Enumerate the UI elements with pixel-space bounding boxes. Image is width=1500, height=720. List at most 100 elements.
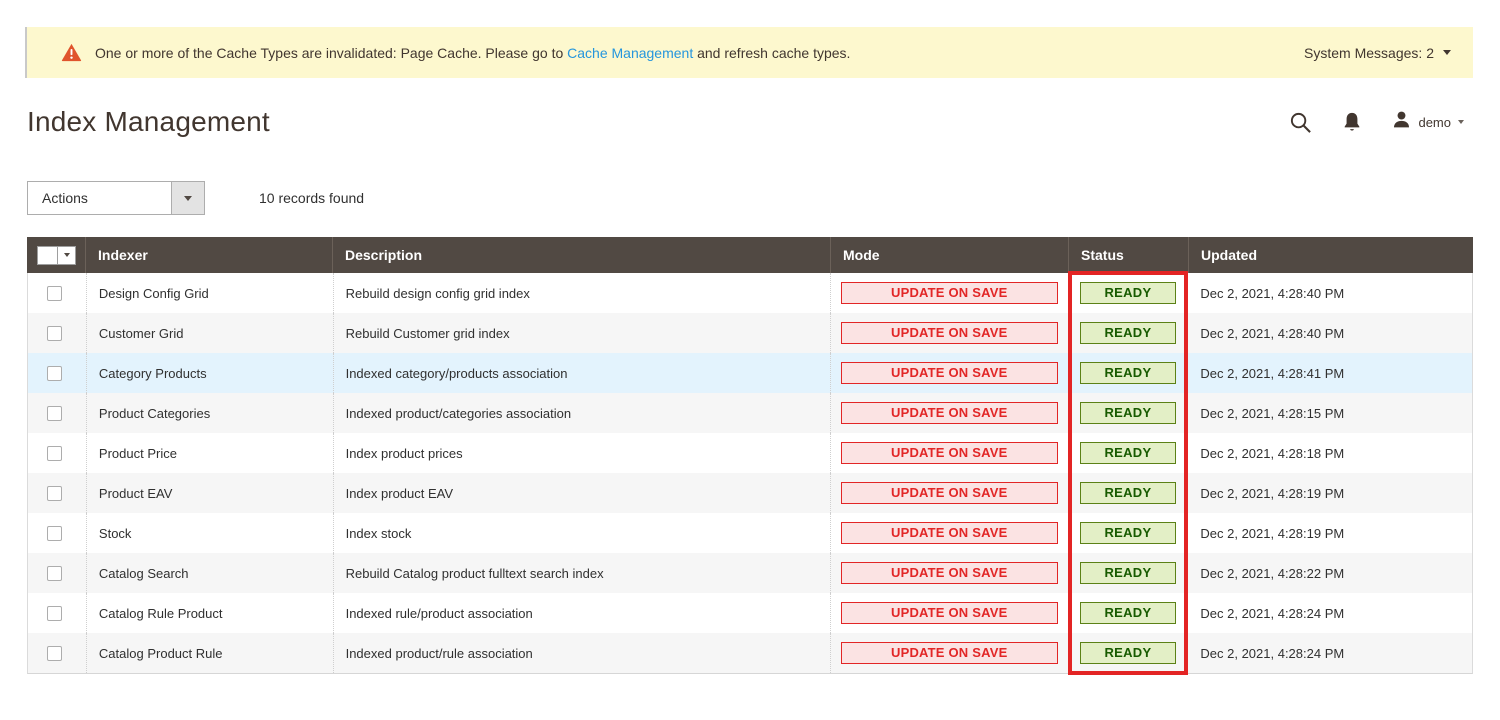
header-actions: demo	[1289, 110, 1464, 134]
system-messages-label: System Messages: 2	[1304, 44, 1434, 61]
description-cell: Indexed category/products association	[332, 353, 830, 393]
table-row: Design Config Grid Rebuild design config…	[28, 273, 1472, 313]
table-row: Customer Grid Rebuild Customer grid inde…	[28, 313, 1472, 353]
status-cell: READY	[1067, 473, 1188, 513]
row-select-cell	[28, 433, 86, 473]
status-badge: READY	[1079, 322, 1176, 344]
row-checkbox[interactable]	[47, 605, 62, 621]
updated-cell: Dec 2, 2021, 4:28:24 PM	[1187, 593, 1472, 633]
system-messages-bar: One or more of the Cache Types are inval…	[25, 27, 1473, 78]
table-row: Category Products Indexed category/produ…	[28, 353, 1472, 393]
table-row: Product EAV Index product EAV UPDATE ON …	[28, 473, 1472, 513]
mode-cell: UPDATE ON SAVE	[829, 513, 1068, 553]
table-row: Product Price Index product prices UPDAT…	[28, 433, 1472, 473]
row-select-cell	[28, 393, 86, 433]
header-cell-description[interactable]: Description	[332, 237, 830, 273]
mode-badge: UPDATE ON SAVE	[840, 522, 1058, 544]
status-badge: READY	[1079, 362, 1176, 384]
indexer-cell: Product Categories	[85, 393, 333, 433]
system-messages-toggle[interactable]: System Messages: 2	[1304, 45, 1451, 61]
table-row: Stock Index stock UPDATE ON SAVE READY D…	[28, 513, 1472, 553]
table-body: Design Config Grid Rebuild design config…	[27, 273, 1473, 674]
status-cell: READY	[1067, 593, 1188, 633]
search-icon[interactable]	[1289, 111, 1312, 134]
description-cell: Index product EAV	[332, 473, 830, 513]
page-title: Index Management	[27, 106, 270, 137]
user-menu[interactable]: demo	[1392, 110, 1464, 134]
row-checkbox[interactable]	[47, 405, 62, 421]
row-checkbox[interactable]	[47, 445, 62, 461]
mode-badge: UPDATE ON SAVE	[840, 562, 1058, 584]
person-icon	[1392, 110, 1411, 134]
row-select-cell	[28, 513, 86, 553]
description-cell: Index product prices	[332, 433, 830, 473]
mode-cell: UPDATE ON SAVE	[829, 393, 1068, 433]
indexer-cell: Category Products	[85, 353, 333, 393]
row-checkbox[interactable]	[47, 325, 62, 341]
records-count: 10 records found	[259, 190, 365, 206]
select-all-dropdown[interactable]	[37, 245, 76, 265]
row-checkbox[interactable]	[47, 485, 62, 501]
status-cell: READY	[1067, 513, 1188, 553]
table-row: Product Categories Indexed product/categ…	[28, 393, 1472, 433]
header-cell-updated[interactable]: Updated	[1188, 237, 1473, 273]
status-cell: READY	[1067, 273, 1188, 313]
mode-cell: UPDATE ON SAVE	[829, 273, 1068, 313]
mode-cell: UPDATE ON SAVE	[829, 353, 1068, 393]
mode-cell: UPDATE ON SAVE	[829, 473, 1068, 513]
table-header-row: Indexer Description Mode Status Updated	[27, 237, 1473, 273]
row-checkbox[interactable]	[47, 365, 62, 381]
mode-cell: UPDATE ON SAVE	[829, 433, 1068, 473]
status-badge: READY	[1079, 562, 1176, 584]
header-cell-mode[interactable]: Mode	[830, 237, 1068, 273]
description-cell: Rebuild Catalog product fulltext search …	[332, 553, 830, 593]
status-cell: READY	[1067, 313, 1188, 353]
indexer-cell: Catalog Search	[85, 553, 333, 593]
indexer-cell: Design Config Grid	[85, 273, 333, 313]
row-checkbox[interactable]	[47, 285, 62, 301]
indexer-cell: Product Price	[85, 433, 333, 473]
mode-badge: UPDATE ON SAVE	[840, 322, 1058, 344]
row-select-cell	[28, 593, 86, 633]
indexer-cell: Catalog Product Rule	[85, 633, 333, 673]
updated-cell: Dec 2, 2021, 4:28:19 PM	[1187, 513, 1472, 553]
table-row: Catalog Search Rebuild Catalog product f…	[28, 553, 1472, 593]
row-checkbox[interactable]	[47, 565, 62, 581]
actions-dropdown-button[interactable]	[171, 182, 204, 214]
grid-toolbar: Actions 10 records found	[27, 181, 364, 215]
chevron-down-icon	[184, 195, 192, 201]
updated-cell: Dec 2, 2021, 4:28:40 PM	[1187, 313, 1472, 353]
row-checkbox[interactable]	[47, 645, 62, 661]
chevron-down-icon	[1458, 120, 1464, 124]
status-badge: READY	[1079, 282, 1176, 304]
row-select-cell	[28, 353, 86, 393]
message-text-before: One or more of the Cache Types are inval…	[95, 44, 568, 61]
mode-badge: UPDATE ON SAVE	[840, 402, 1058, 424]
mode-badge: UPDATE ON SAVE	[840, 362, 1058, 384]
indexers-table: Indexer Description Mode Status Updated …	[27, 237, 1473, 674]
updated-cell: Dec 2, 2021, 4:28:15 PM	[1187, 393, 1472, 433]
chevron-down-icon	[1443, 50, 1451, 55]
actions-dropdown[interactable]: Actions	[27, 181, 205, 215]
row-checkbox[interactable]	[47, 525, 62, 541]
status-badge: READY	[1079, 402, 1176, 424]
cache-management-link[interactable]: Cache Management	[567, 44, 694, 61]
status-badge: READY	[1079, 522, 1176, 544]
status-cell: READY	[1067, 633, 1188, 673]
user-name: demo	[1418, 114, 1451, 130]
indexer-cell: Customer Grid	[85, 313, 333, 353]
status-badge: READY	[1079, 482, 1176, 504]
table-row: Catalog Product Rule Indexed product/rul…	[28, 633, 1472, 673]
updated-cell: Dec 2, 2021, 4:28:22 PM	[1187, 553, 1472, 593]
status-cell: READY	[1067, 393, 1188, 433]
select-all-checkbox[interactable]	[38, 246, 58, 264]
description-cell: Rebuild Customer grid index	[332, 313, 830, 353]
mode-badge: UPDATE ON SAVE	[840, 602, 1058, 624]
status-badge: READY	[1079, 642, 1176, 664]
updated-cell: Dec 2, 2021, 4:28:18 PM	[1187, 433, 1472, 473]
header-cell-status[interactable]: Status	[1068, 237, 1188, 273]
indexer-cell: Stock	[85, 513, 333, 553]
header-cell-indexer[interactable]: Indexer	[85, 237, 332, 273]
bell-icon[interactable]	[1342, 111, 1362, 133]
mode-badge: UPDATE ON SAVE	[840, 642, 1058, 664]
